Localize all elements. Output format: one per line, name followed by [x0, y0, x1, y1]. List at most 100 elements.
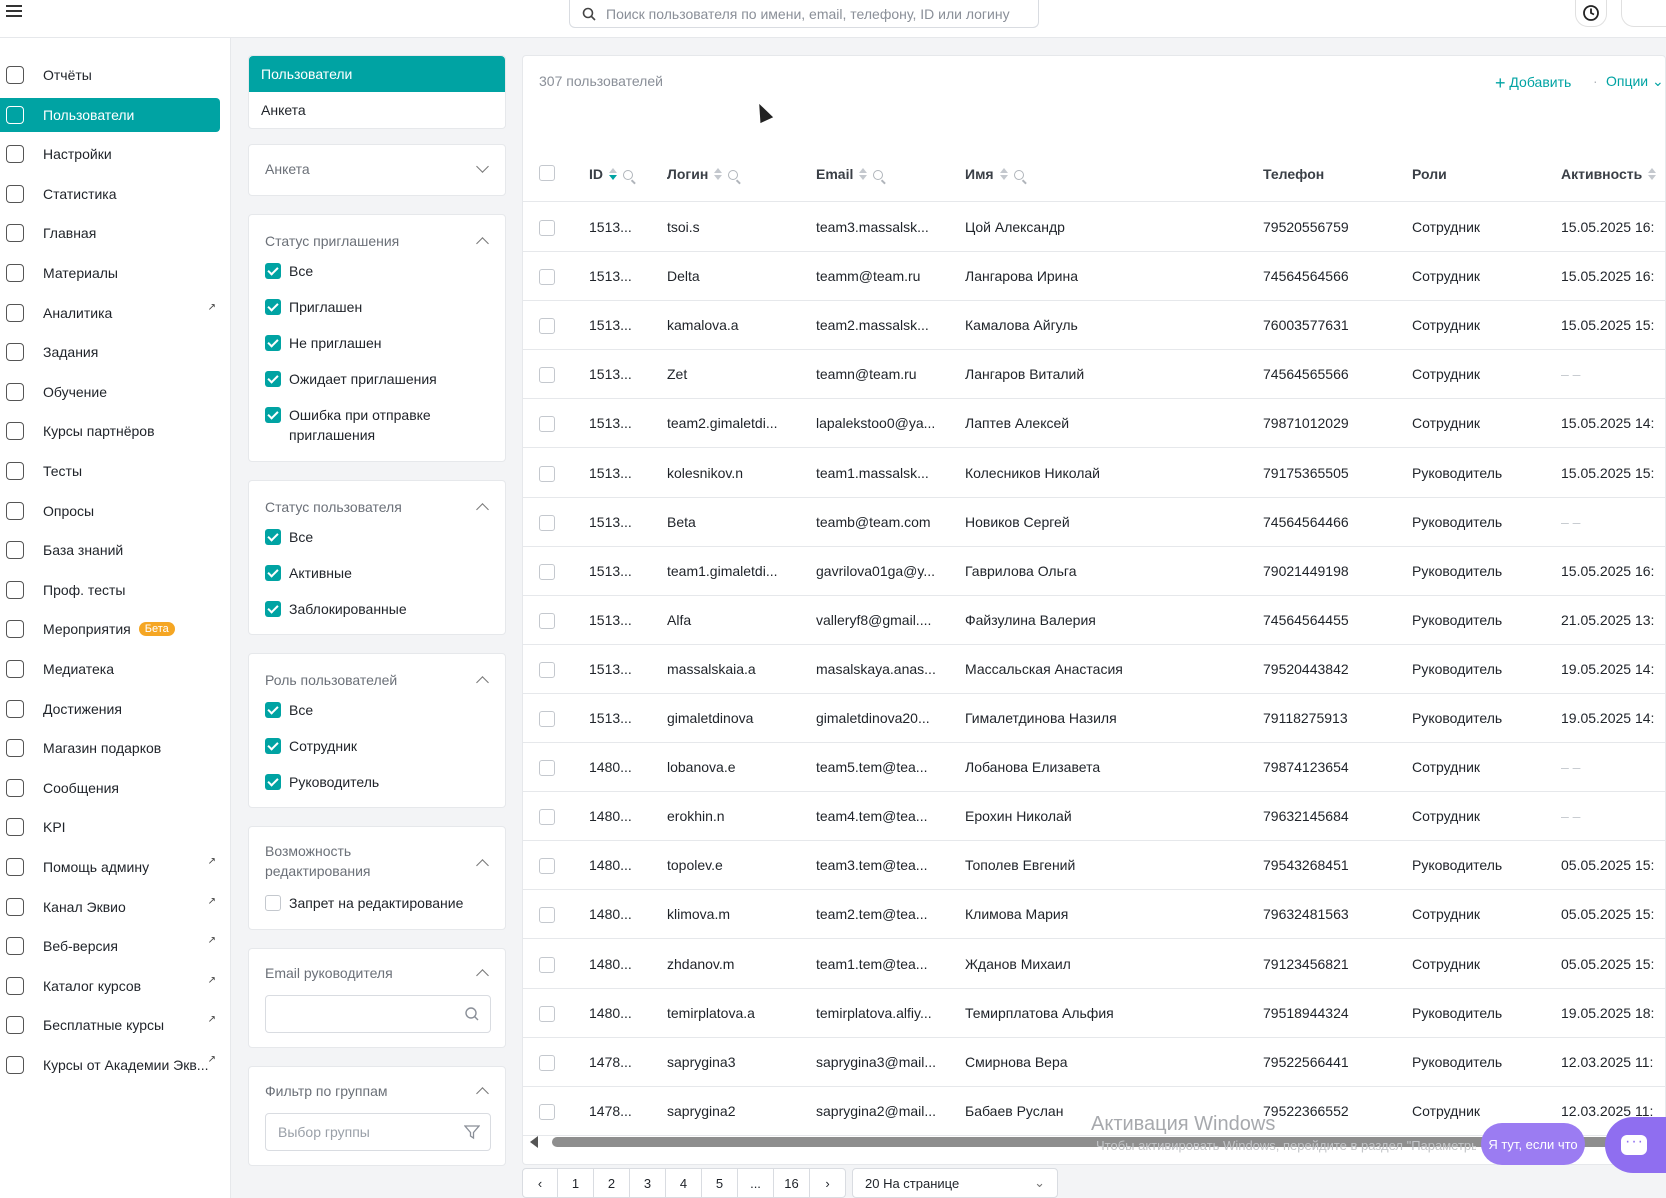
row-checkbox[interactable] [539, 1005, 555, 1022]
checkbox-invite-error[interactable]: Ошибка при отправке приглашения [265, 405, 455, 445]
sort-icon[interactable] [999, 168, 1008, 180]
scroll-left-icon[interactable] [530, 1136, 538, 1148]
sidebar-item[interactable]: KPI [0, 810, 220, 844]
checkbox-status-active[interactable]: Активные [265, 563, 352, 583]
page-16[interactable]: 16 [774, 1168, 810, 1198]
options-button[interactable]: Опции ⌄ [1606, 73, 1664, 90]
sidebar-item[interactable]: Достижения [0, 692, 220, 726]
row-checkbox[interactable] [539, 465, 555, 482]
sidebar-item[interactable]: Бесплатные курсы ↗ [0, 1008, 220, 1042]
col-name[interactable]: Имя [965, 166, 1024, 182]
sort-icon[interactable] [859, 168, 868, 180]
menu-icon[interactable] [6, 2, 26, 20]
row-checkbox[interactable] [539, 907, 555, 924]
row-checkbox[interactable] [539, 760, 555, 777]
next-page-button[interactable]: › [810, 1168, 846, 1198]
table-row[interactable]: 1513... gimaletdinova gimaletdinova20... Ги… [523, 694, 1665, 743]
chevron-up-icon[interactable] [476, 503, 489, 516]
sidebar-item[interactable]: Отчёты [0, 58, 220, 92]
checkbox-checked-icon[interactable] [265, 299, 281, 315]
search-icon[interactable] [1013, 170, 1024, 180]
table-row[interactable]: 1513... team1.gimaletdi... gavrilova01ga@y… [523, 547, 1665, 596]
row-checkbox[interactable] [539, 563, 555, 580]
page-3[interactable]: 3 [630, 1168, 666, 1198]
sidebar-item[interactable]: База знаний [0, 533, 220, 567]
checkbox-role-all[interactable]: Все [265, 700, 313, 720]
checkbox-checked-icon[interactable] [265, 774, 281, 790]
checkbox-checked-icon[interactable] [265, 407, 281, 423]
checkbox-checked-icon[interactable] [265, 738, 281, 754]
checkbox-awaiting-invite[interactable]: Ожидает приглашения [265, 369, 437, 389]
sidebar-item[interactable]: Аналитика ↗ [0, 296, 220, 330]
checkbox-role-manager[interactable]: Руководитель [265, 772, 379, 792]
table-row[interactable]: 1480... topolev.e team3.tem@tea... Тополев … [523, 841, 1665, 891]
row-checkbox[interactable] [539, 514, 555, 531]
sort-icon[interactable] [609, 168, 617, 180]
sidebar-item[interactable]: Проф. тесты [0, 573, 220, 607]
checkbox-invited[interactable]: Приглашен [265, 297, 362, 317]
sort-icon[interactable] [1648, 168, 1657, 180]
row-checkbox[interactable] [539, 858, 555, 875]
col-id[interactable]: ID [589, 166, 633, 182]
page-1[interactable]: 1 [558, 1168, 594, 1198]
table-row[interactable]: 1513... massalskaia.a masalskaya.anas... Ма… [523, 645, 1665, 694]
checkbox-status-all[interactable]: Все [265, 527, 313, 547]
select-all-checkbox[interactable] [539, 165, 555, 181]
search-icon[interactable] [873, 170, 884, 180]
row-checkbox[interactable] [539, 1103, 555, 1120]
row-checkbox[interactable] [539, 416, 555, 433]
filter-anketa[interactable]: Анкета [248, 144, 506, 196]
row-checkbox[interactable] [539, 612, 555, 629]
per-page-select[interactable]: 20 На странице ⌄ [852, 1168, 1058, 1198]
checkbox-unchecked-icon[interactable] [265, 895, 281, 911]
prev-page-button[interactable]: ‹ [522, 1168, 558, 1198]
row-checkbox[interactable] [539, 956, 555, 973]
row-checkbox[interactable] [539, 809, 555, 826]
checkbox-status-blocked[interactable]: Заблокированные [265, 599, 407, 619]
history-button[interactable] [1576, 0, 1606, 26]
checkbox-checked-icon[interactable] [265, 601, 281, 617]
chevron-up-icon[interactable] [476, 969, 489, 982]
table-row[interactable]: 1480... lobanova.e team5.tem@tea... Лобанов… [523, 743, 1665, 793]
sidebar-item[interactable]: Опросы [0, 494, 220, 528]
table-row[interactable]: 1513... Delta teamm@team.ru Лангарова Ирина… [523, 252, 1665, 302]
table-row[interactable]: 1513... Alfa valleryf8@gmail.... Файзулина … [523, 596, 1665, 645]
table-row[interactable]: 1513... Zet teamn@team.ru Лангаров Виталий 7… [523, 350, 1665, 400]
sidebar-item[interactable]: Пользователи [0, 97, 220, 132]
sidebar-item[interactable]: Курсы от Академии Экв... ↗ [0, 1048, 220, 1082]
sidebar-item[interactable]: Веб-версия ↗ [0, 929, 220, 963]
search-icon[interactable] [623, 170, 633, 180]
search-icon[interactable] [728, 170, 739, 180]
manager-email-input[interactable] [265, 995, 491, 1033]
table-row[interactable]: 1513... kolesnikov.n team1.massalsk... Коле… [523, 449, 1665, 498]
chevron-up-icon[interactable] [476, 676, 489, 689]
checkbox-checked-icon[interactable] [265, 702, 281, 718]
scrollbar-thumb[interactable] [552, 1137, 1662, 1147]
sidebar-item[interactable]: Мероприятия Бета [0, 612, 220, 646]
page-5[interactable]: 5 [702, 1168, 738, 1198]
page-2[interactable]: 2 [594, 1168, 630, 1198]
help-bubble[interactable]: Я тут, если что [1481, 1123, 1585, 1165]
more-button[interactable] [1622, 0, 1666, 26]
chevron-up-icon[interactable] [476, 237, 489, 250]
checkbox-invite-all[interactable]: Все [265, 261, 313, 281]
chevron-up-icon[interactable] [476, 859, 489, 872]
table-row[interactable]: 1513... Beta teamb@team.com Новиков Сергей 7… [523, 498, 1665, 547]
checkbox-checked-icon[interactable] [265, 565, 281, 581]
checkbox-role-employee[interactable]: Сотрудник [265, 736, 357, 756]
checkbox-not-invited[interactable]: Не приглашен [265, 333, 381, 353]
row-checkbox[interactable] [539, 661, 555, 678]
table-row[interactable]: 1513... kamalova.a team2.massalsk... Камало… [523, 301, 1665, 351]
table-row[interactable]: 1480... klimova.m team2.tem@tea... Климова … [523, 890, 1665, 940]
sidebar-item[interactable]: Настройки [0, 137, 220, 171]
checkbox-checked-icon[interactable] [265, 371, 281, 387]
chevron-up-icon[interactable] [476, 1087, 489, 1100]
table-row[interactable]: 1513... team2.gimaletdi... lapalekstoo0@ya… [523, 399, 1665, 449]
row-checkbox[interactable] [539, 220, 555, 236]
sidebar-item[interactable]: Главная [0, 216, 220, 250]
sidebar-item[interactable]: Сообщения [0, 771, 220, 805]
tab-anketa[interactable]: Анкета [261, 102, 306, 118]
checkbox-checked-icon[interactable] [265, 335, 281, 351]
page-ellipsis[interactable]: ... [738, 1168, 774, 1198]
sort-icon[interactable] [714, 168, 723, 180]
